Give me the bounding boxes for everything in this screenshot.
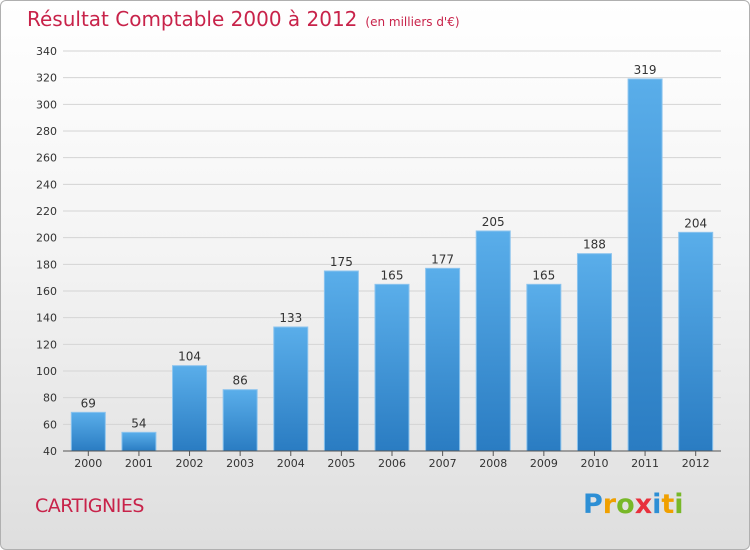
x-tick-label: 2008 bbox=[479, 457, 507, 470]
y-tick-label: 40 bbox=[43, 445, 57, 458]
chart-title: Résultat Comptable 2000 à 2012 (en millie… bbox=[27, 7, 460, 31]
bar bbox=[526, 283, 562, 452]
y-tick-label: 140 bbox=[36, 312, 57, 325]
bar bbox=[678, 231, 714, 452]
chart-title-text: Résultat Comptable 2000 à 2012 bbox=[27, 7, 358, 31]
bar bbox=[121, 431, 157, 452]
x-tick-label: 2007 bbox=[429, 457, 457, 470]
data-labels: 69 54 104 86 133 175 165 177 205 165 188 319 204 bbox=[81, 63, 707, 430]
bar bbox=[70, 411, 106, 452]
town-name: CARTIGNIES bbox=[35, 495, 144, 517]
data-label: 165 bbox=[532, 268, 555, 282]
y-tick-label: 320 bbox=[36, 72, 57, 85]
x-tick-label: 2002 bbox=[176, 457, 204, 470]
y-tick-label: 280 bbox=[36, 125, 57, 138]
bar bbox=[222, 389, 258, 452]
logo-letter: x bbox=[634, 489, 653, 520]
data-label: 54 bbox=[131, 416, 146, 430]
bar bbox=[475, 230, 511, 452]
x-tick-label: 2005 bbox=[327, 457, 355, 470]
y-tick-label: 160 bbox=[36, 285, 57, 298]
data-label: 165 bbox=[381, 268, 404, 282]
bar bbox=[576, 253, 612, 452]
y-tick-label: 180 bbox=[36, 258, 57, 271]
proxiti-logo: Proxiti bbox=[583, 489, 684, 520]
data-label: 69 bbox=[81, 396, 96, 410]
data-label: 104 bbox=[178, 350, 201, 364]
y-tick-label: 300 bbox=[36, 98, 57, 111]
y-tick-label: 120 bbox=[36, 338, 57, 351]
bar bbox=[374, 283, 410, 452]
x-tick-label: 2004 bbox=[277, 457, 305, 470]
x-tick-label: 2000 bbox=[74, 457, 102, 470]
logo-letter: o bbox=[616, 489, 635, 520]
chart-unit: (en milliers d'€) bbox=[365, 15, 460, 29]
bar bbox=[323, 270, 359, 452]
logo-letter: r bbox=[602, 489, 617, 520]
bar bbox=[627, 78, 663, 452]
x-tick-label: 2001 bbox=[125, 457, 153, 470]
y-tick-label: 240 bbox=[36, 178, 57, 191]
x-tick-label: 2012 bbox=[682, 457, 710, 470]
y-tick-label: 340 bbox=[36, 45, 57, 58]
y-axis-ticks: 40 60 80 100 120 140 160 180 200 220 240 260 280 300 3… bbox=[36, 45, 57, 458]
x-tick-label: 2006 bbox=[378, 457, 406, 470]
logo-letter: i bbox=[674, 489, 684, 520]
x-axis-ticks: 2000 2001 2002 2003 2004 2005 2006 2007 2008 2009… bbox=[74, 451, 710, 470]
data-label: 205 bbox=[482, 215, 505, 229]
x-tick-label: 2003 bbox=[226, 457, 254, 470]
bar bbox=[425, 267, 461, 452]
x-tick-label: 2011 bbox=[631, 457, 659, 470]
data-label: 133 bbox=[279, 311, 302, 325]
bars bbox=[70, 78, 714, 452]
y-tick-label: 60 bbox=[43, 418, 57, 431]
data-label: 175 bbox=[330, 255, 353, 269]
logo-letter: i bbox=[652, 489, 662, 520]
data-label: 188 bbox=[583, 238, 606, 252]
y-tick-label: 80 bbox=[43, 392, 57, 405]
data-label: 177 bbox=[431, 252, 454, 266]
x-tick-label: 2009 bbox=[530, 457, 558, 470]
y-tick-label: 220 bbox=[36, 205, 57, 218]
data-label: 204 bbox=[684, 216, 707, 230]
y-tick-label: 200 bbox=[36, 232, 57, 245]
logo-letter: P bbox=[583, 489, 603, 520]
bar bbox=[273, 326, 309, 452]
y-tick-label: 100 bbox=[36, 365, 57, 378]
logo-letter: t bbox=[661, 489, 675, 520]
bar bbox=[172, 365, 208, 452]
data-label: 86 bbox=[233, 374, 248, 388]
data-label: 319 bbox=[634, 63, 657, 77]
y-tick-label: 260 bbox=[36, 152, 57, 165]
x-tick-label: 2010 bbox=[580, 457, 608, 470]
